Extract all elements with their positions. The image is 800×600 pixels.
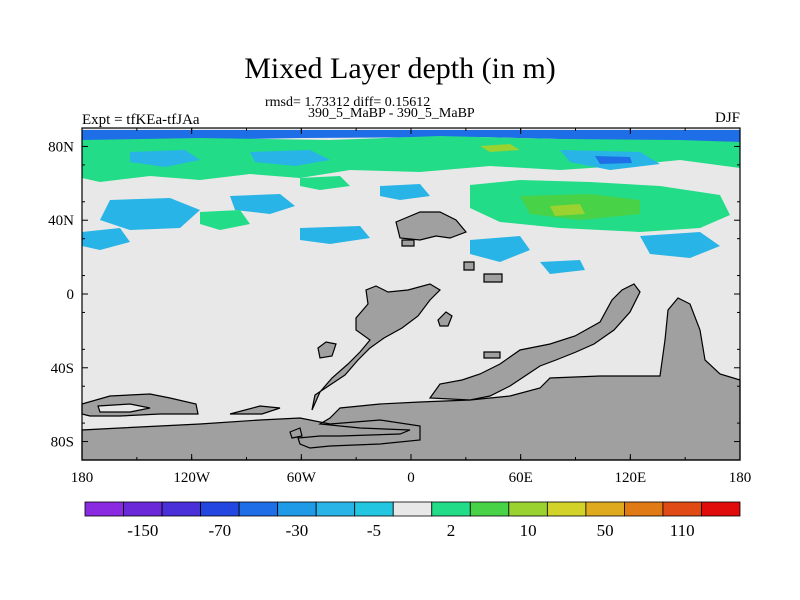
land-masks bbox=[81, 211, 741, 461]
colorbar-box bbox=[546, 501, 587, 517]
antarctica bbox=[81, 297, 741, 461]
subtitle: 390_5_MaBP - 390_5_MaBP bbox=[308, 106, 475, 121]
lon-tick-label: 0 bbox=[407, 470, 415, 486]
mid-lat-cyan-7 bbox=[380, 184, 430, 200]
lon-tick-labels: 180 120W 60W 0 60E 120E 180 bbox=[71, 470, 752, 486]
lon-tick-label: 180 bbox=[71, 470, 94, 486]
stats-label: rmsd= 1.73312 diff= 0.15612 bbox=[265, 95, 431, 110]
colorbar-box bbox=[662, 501, 702, 517]
anomaly-field bbox=[82, 130, 740, 274]
southern-ocean-strip bbox=[229, 405, 281, 415]
colorbar-box bbox=[585, 501, 625, 517]
lon-tick-label: 180 bbox=[729, 470, 752, 486]
lat-tick-label: 80N bbox=[48, 139, 74, 155]
south-atlantic-island-3 bbox=[483, 351, 501, 359]
lat-tick-labels: 80N 40N 0 40S 80S bbox=[48, 139, 74, 450]
mid-lat-cyan-4 bbox=[300, 226, 370, 244]
southern-ocean-island bbox=[289, 427, 303, 439]
south-atlantic-island-2 bbox=[437, 311, 453, 327]
colorbar-box bbox=[508, 501, 548, 517]
colorbar-label: 2 bbox=[447, 521, 456, 540]
colorbar-box bbox=[431, 501, 471, 517]
arctic-blue-1 bbox=[595, 156, 632, 164]
mid-lat-cyan-8 bbox=[540, 260, 585, 274]
colorbar-box bbox=[238, 501, 279, 517]
south-america bbox=[311, 283, 441, 411]
colorbar-box bbox=[123, 501, 163, 517]
mid-lat-green bbox=[200, 210, 250, 230]
arctic-yellow-green bbox=[480, 144, 520, 152]
mid-lat-cyan-5 bbox=[640, 232, 720, 258]
colorbar-box bbox=[701, 501, 741, 517]
tick-marks bbox=[81, 127, 741, 461]
lon-tick-label: 120W bbox=[173, 470, 211, 486]
mid-lat-cyan-6 bbox=[470, 236, 530, 262]
season-label: DJF bbox=[714, 110, 740, 126]
mid-lat-cyan-3 bbox=[82, 228, 130, 250]
lon-tick-label: 60W bbox=[287, 470, 317, 486]
south-atlantic-island-1 bbox=[317, 341, 337, 359]
atlantic-green bbox=[300, 176, 350, 190]
colorbar-label: -30 bbox=[286, 521, 309, 540]
north-atlantic-land bbox=[395, 211, 468, 241]
mid-lat-cyan-1 bbox=[100, 198, 200, 230]
colorbar-box bbox=[354, 501, 394, 517]
arctic-cyan-1 bbox=[130, 150, 200, 167]
north-atlantic-island bbox=[401, 239, 415, 247]
experiment-label: Expt = tfKEa-tfJAa bbox=[82, 112, 200, 128]
colorbar-label: -5 bbox=[367, 521, 381, 540]
lat-tick-label: 40S bbox=[51, 361, 74, 377]
lat-tick-label: 80S bbox=[51, 435, 74, 451]
colorbar-label: 50 bbox=[597, 521, 614, 540]
colorbar-box bbox=[624, 501, 664, 517]
lat-tick-label: 40N bbox=[48, 213, 74, 229]
colorbar-box bbox=[277, 501, 317, 517]
colorbar-label: -70 bbox=[209, 521, 232, 540]
arctic-band-green bbox=[82, 136, 740, 182]
arctic-cyan-2 bbox=[250, 150, 330, 166]
lat-tick-label: 0 bbox=[67, 287, 75, 303]
chart-title: Mixed Layer depth (in m) bbox=[244, 52, 556, 85]
colorbar-box bbox=[161, 501, 201, 517]
mid-lat-cyan-2 bbox=[230, 194, 295, 214]
africa bbox=[428, 283, 641, 401]
south-pacific-inner bbox=[97, 403, 151, 413]
colorbar-box bbox=[84, 501, 124, 517]
colorbar-box bbox=[392, 501, 433, 517]
lon-tick-label: 120E bbox=[614, 470, 646, 486]
small-island-2 bbox=[483, 273, 503, 283]
colorbar-box bbox=[200, 501, 240, 517]
colorbar-label: 110 bbox=[670, 521, 695, 540]
colorbar-label: -150 bbox=[127, 521, 158, 540]
colorbar-box bbox=[315, 501, 356, 517]
north-pacific-yellow bbox=[550, 204, 585, 216]
colorbar-box bbox=[469, 501, 510, 517]
lon-tick-label: 60E bbox=[509, 470, 533, 486]
colorbar-label: 10 bbox=[520, 521, 537, 540]
colorbar: -150 -70 -30 -5 2 10 50 110 bbox=[84, 501, 741, 540]
small-island-1 bbox=[463, 261, 475, 271]
